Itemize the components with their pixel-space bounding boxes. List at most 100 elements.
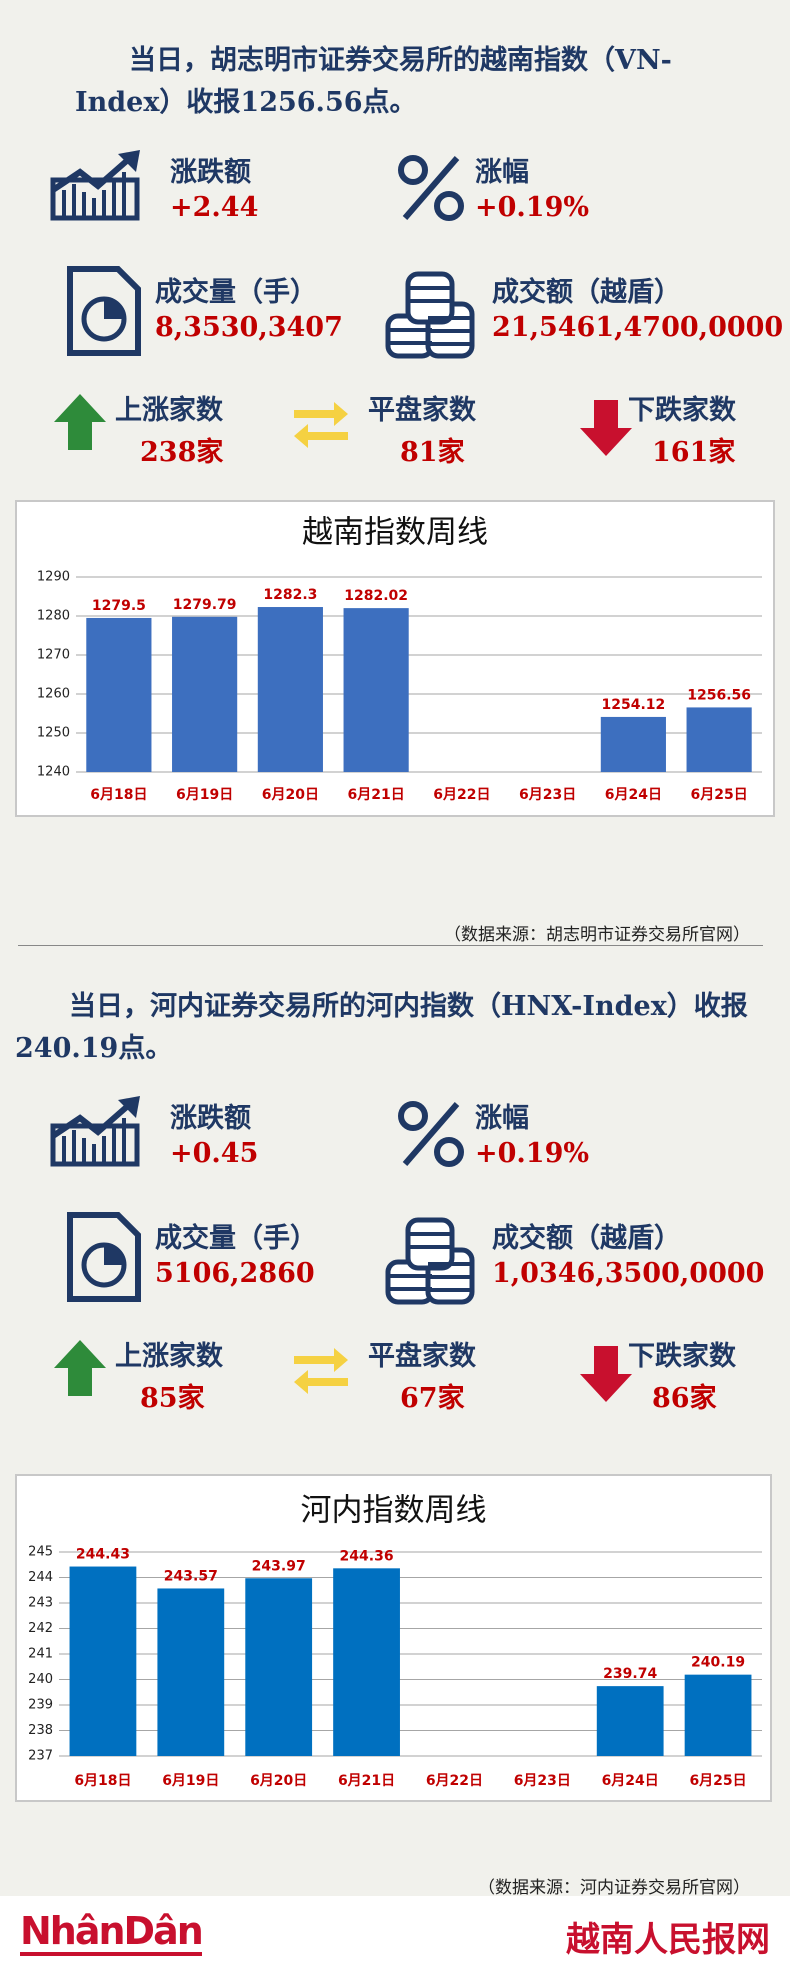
bar [684,1674,752,1756]
x-tick-label: 6月23日 [519,787,576,803]
bar [343,608,409,772]
stat-icon [50,1096,142,1172]
x-tick-label: 6月18日 [90,787,147,803]
x-tick-label: 6月20日 [262,787,319,803]
y-tick-label: 1270 [37,648,70,663]
stat-icon [578,398,634,462]
stat-value: +0.19% [475,192,590,223]
value-label: 239.74 [603,1666,657,1682]
y-tick-label: 244 [28,1570,53,1585]
bar [157,1588,225,1756]
stat-value: 81家 [400,437,465,468]
stat-icon [395,1098,467,1174]
y-tick-label: 238 [28,1723,53,1738]
chart-title: 河内指数周线 [301,1493,487,1529]
stat-value: 85家 [140,1383,205,1414]
value-label: 1282.02 [344,588,408,604]
stat-label: 涨跌额 [170,1103,251,1134]
stat-label: 上涨家数 [115,395,223,426]
value-label: 1256.56 [687,687,751,703]
site-name: 越南人民报网 [566,1920,770,1960]
y-tick-label: 245 [28,1545,53,1560]
value-label: 243.97 [252,1558,306,1574]
source-note: （数据来源：胡志明市证券交易所官网） [444,925,750,945]
x-tick-label: 6月22日 [426,1773,483,1789]
x-tick-label: 6月20日 [250,1773,307,1789]
value-label: 240.19 [691,1655,745,1671]
x-tick-label: 6月21日 [348,787,405,803]
stat-label: 成交量（手） [155,1223,317,1254]
stat-label: 成交额（越盾） [492,1223,681,1254]
y-tick-label: 242 [28,1621,53,1636]
y-tick-label: 1260 [37,687,70,702]
stat-label: 下跌家数 [628,395,736,426]
footer: NhânDân 越南人民报网 [0,1896,790,1975]
divider [18,945,763,946]
value-label: 1279.79 [173,597,237,613]
headline: 当日，胡志明市证券交易所的越南指数（VN-Index）收报1256.56点。 [75,45,672,118]
y-tick-label: 1290 [37,570,70,585]
value-label: 1282.3 [263,587,317,603]
chart: 河内指数周线 237 238 239 240 241 242 243 244 245 6月18日 24… [15,1474,772,1802]
value-label: 244.43 [76,1547,130,1563]
y-tick-label: 1280 [37,609,70,624]
chart-title: 越南指数周线 [302,515,488,551]
y-tick-label: 243 [28,1596,53,1611]
bar [686,707,752,772]
stat-value: 21,5461,4700,0000 [492,312,784,343]
stat-label: 成交量（手） [155,277,317,308]
value-label: 1254.12 [601,697,665,713]
stat-value: 1,0346,3500,0000 [492,1258,765,1289]
stat-label: 涨幅 [475,157,529,188]
x-tick-label: 6月22日 [433,787,490,803]
stat-value: 238家 [140,437,224,468]
bar [245,1578,313,1756]
x-tick-label: 6月24日 [605,787,662,803]
stat-icon [52,1338,108,1402]
stat-icon [52,392,108,456]
x-tick-label: 6月23日 [514,1773,571,1789]
x-tick-label: 6月21日 [338,1773,395,1789]
stat-icon [382,1214,478,1310]
stat-value: 67家 [400,1383,465,1414]
stat-icon [50,150,142,226]
stat-value: 5106,2860 [155,1258,315,1289]
stat-label: 涨幅 [475,1103,529,1134]
bar [257,607,323,772]
stat-label: 平盘家数 [368,395,476,426]
y-tick-label: 237 [28,1749,53,1764]
bar [86,617,152,772]
stat-value: 161家 [652,437,736,468]
y-tick-label: 240 [28,1672,53,1687]
stat-icon [66,1211,142,1307]
y-tick-label: 239 [28,1698,53,1713]
stat-label: 成交额（越盾） [492,277,681,308]
stat-value: +0.19% [475,1138,590,1169]
x-tick-label: 6月25日 [691,787,748,803]
stat-value: +2.44 [170,192,259,223]
stat-value: 8,3530,3407 [155,312,343,343]
x-tick-label: 6月19日 [176,787,233,803]
bar [333,1568,400,1756]
bar [596,1686,664,1756]
y-tick-label: 1240 [37,765,70,780]
stat-value: 86家 [652,1383,717,1414]
value-label: 1279.5 [92,598,146,614]
stat-icon [290,400,352,454]
stat-label: 下跌家数 [628,1341,736,1372]
chart: 越南指数周线 1240 1250 1260 1270 1280 1290 6月18日 1279.… [15,500,775,817]
headline: 当日，河内证券交易所的河内指数（HNX-Index）收报240.19点。 [15,991,748,1064]
y-tick-label: 241 [28,1647,53,1662]
stat-icon [290,1346,352,1400]
logo: NhânDân [20,1910,204,1956]
x-tick-label: 6月19日 [162,1773,219,1789]
stat-label: 上涨家数 [115,1341,223,1372]
stat-value: +0.45 [170,1138,259,1169]
value-label: 243.57 [164,1568,218,1584]
x-tick-label: 6月24日 [602,1773,659,1789]
stat-label: 涨跌额 [170,157,251,188]
value-label: 244.36 [340,1548,394,1564]
x-tick-label: 6月25日 [689,1773,746,1789]
x-tick-label: 6月18日 [74,1773,131,1789]
